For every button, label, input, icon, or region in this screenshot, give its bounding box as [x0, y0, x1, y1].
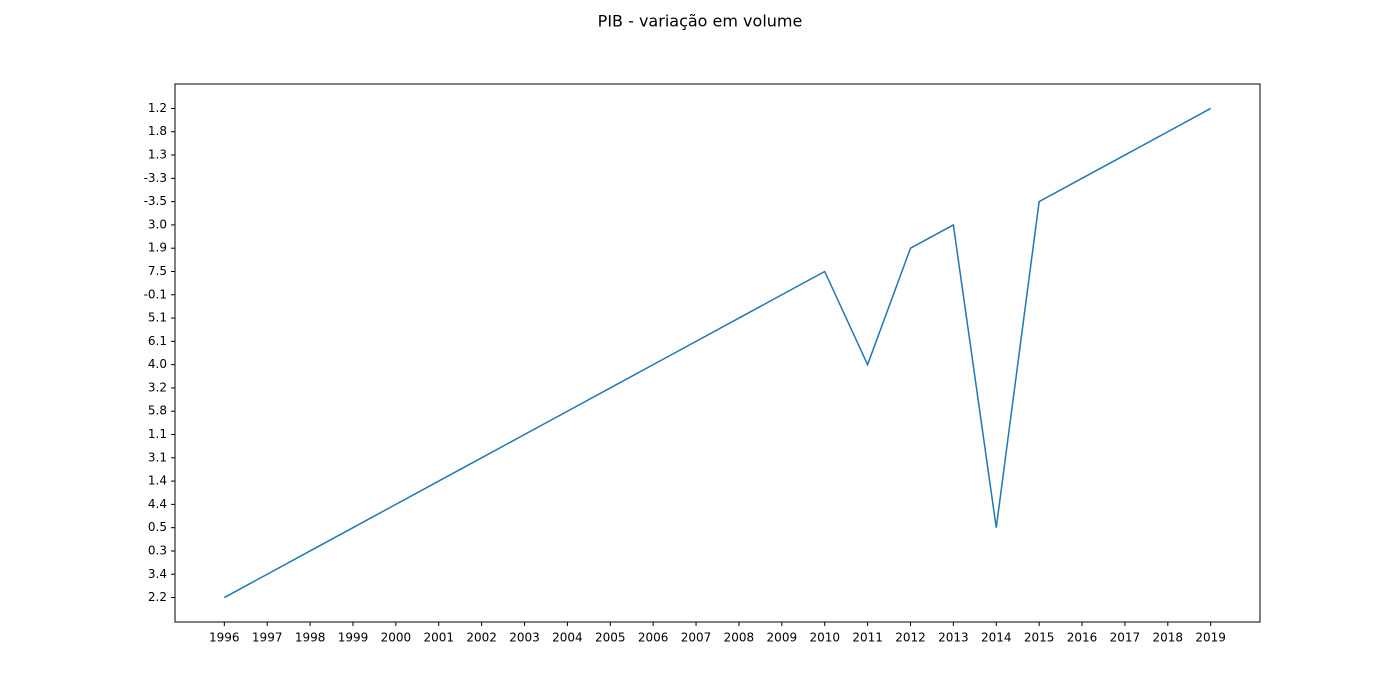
x-tick-label: 1998 [295, 631, 326, 645]
x-tick-label: 2013 [938, 631, 969, 645]
y-tick-label: 3.4 [148, 567, 167, 581]
x-tick-label: 2000 [381, 631, 412, 645]
y-tick-label: 4.4 [148, 497, 167, 511]
y-tick-label: 5.1 [148, 311, 167, 325]
x-tick-label: 2017 [1110, 631, 1141, 645]
x-tick-label: 1996 [209, 631, 240, 645]
x-tick-label: 2015 [1024, 631, 1055, 645]
x-tick-label: 2010 [809, 631, 840, 645]
x-tick-label: 2018 [1153, 631, 1184, 645]
y-tick-label: 1.8 [148, 124, 167, 138]
x-tick-label: 1997 [252, 631, 283, 645]
x-tick-label: 2002 [466, 631, 497, 645]
x-tick-label: 1999 [338, 631, 369, 645]
y-tick-label: 0.3 [148, 543, 167, 557]
x-tick-label: 2009 [767, 631, 798, 645]
y-tick-label: 1.2 [148, 101, 167, 115]
x-tick-label: 2003 [509, 631, 540, 645]
y-tick-label: 7.5 [148, 264, 167, 278]
plot-frame [174, 83, 1261, 623]
y-tick-label: 3.0 [148, 217, 167, 231]
x-tick-label: 2012 [895, 631, 926, 645]
y-tick-label: 1.4 [148, 474, 167, 488]
y-tick-label: 4.0 [148, 357, 167, 371]
x-tick-label: 2001 [423, 631, 454, 645]
y-tick-label: 5.8 [148, 404, 167, 418]
y-tick-label: -3.3 [144, 171, 167, 185]
x-tick-label: 2008 [724, 631, 755, 645]
y-tick-label: 3.1 [148, 450, 167, 464]
y-tick-label: 3.2 [148, 380, 167, 394]
y-tick-label: 6.1 [148, 334, 167, 348]
x-tick-label: 2014 [981, 631, 1012, 645]
y-tick-label: 1.3 [148, 148, 167, 162]
x-tick-label: 2016 [1067, 631, 1098, 645]
x-tick-label: 2019 [1195, 631, 1226, 645]
x-tick-label: 2007 [681, 631, 712, 645]
y-tick-label: -0.1 [144, 287, 167, 301]
chart-title: PIB - variação em volume [598, 12, 803, 31]
series-line [223, 107, 1212, 599]
y-tick-label: -3.5 [144, 194, 167, 208]
y-tick-label: 1.1 [148, 427, 167, 441]
y-tick-label: 1.9 [148, 241, 167, 255]
x-tick-label: 2004 [552, 631, 583, 645]
y-tick-label: 2.2 [148, 590, 167, 604]
x-tick-label: 2011 [852, 631, 883, 645]
y-tick-label: 0.5 [148, 520, 167, 534]
x-tick-label: 2005 [595, 631, 626, 645]
x-tick-label: 2006 [638, 631, 669, 645]
